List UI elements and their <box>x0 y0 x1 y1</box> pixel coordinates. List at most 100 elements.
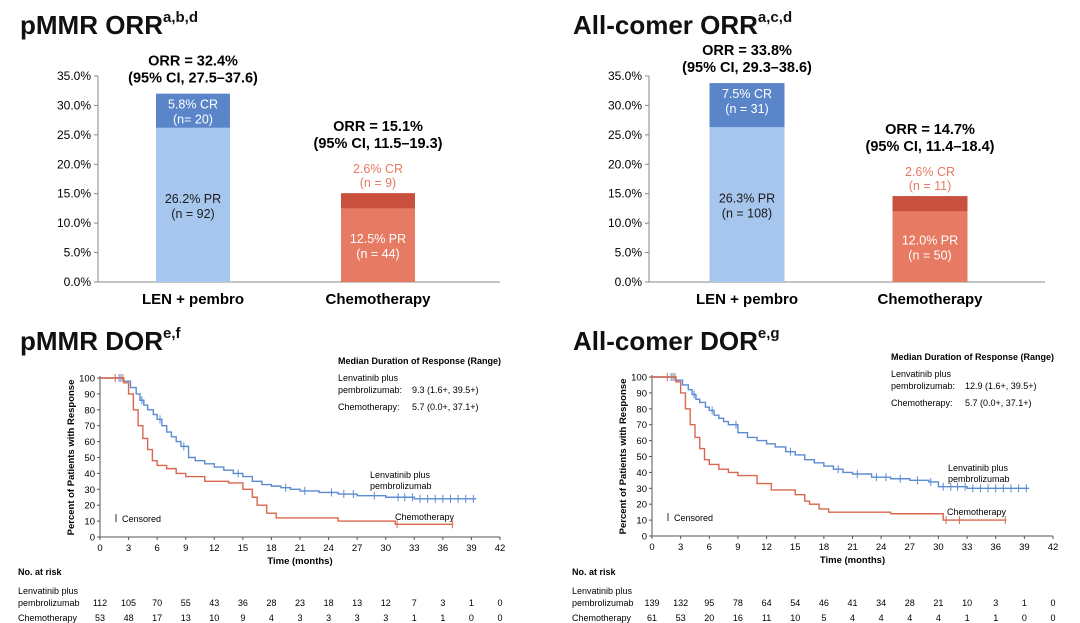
risk-cell: 28 <box>266 598 276 608</box>
x-tick-label: 21 <box>295 543 306 554</box>
y-tick-label: 20 <box>636 500 647 511</box>
risk-cell: 105 <box>121 598 136 608</box>
risk-cell: 4 <box>879 613 884 623</box>
y-tick-label: 20 <box>84 501 95 512</box>
risk-cell: 3 <box>440 598 445 608</box>
x-tick-label: 9 <box>735 542 740 553</box>
risk-cell: 112 <box>93 598 107 608</box>
km-curve-chemotherapy <box>100 377 454 525</box>
pmmr-dor-title-sup: e,f <box>162 325 181 342</box>
y-tick-label: 30.0% <box>57 98 91 112</box>
x-tick-label: 39 <box>466 543 477 554</box>
pmmr-orr-title-text: pMMR ORR <box>20 10 163 40</box>
risk-cell: 1 <box>412 613 417 623</box>
bar-pr-label: 26.3% PR <box>719 192 775 206</box>
x-tick-label: 27 <box>352 543 363 554</box>
curve-label-len-2: pembrolizumab <box>948 474 1010 484</box>
bar-pr-label: 12.5% PR <box>350 232 406 246</box>
x-tick-label: 30 <box>933 542 944 553</box>
y-tick-label: 25.0% <box>57 128 91 142</box>
y-tick-label: 0.0% <box>64 275 92 289</box>
allcomer-orr-title-sup: a,c,d <box>757 9 793 26</box>
bar-pr-label: 12.0% PR <box>902 234 958 248</box>
curve-label-len-1: Lenvatinib plus <box>370 470 431 480</box>
risk-cell: 43 <box>209 598 219 608</box>
x-tick-label: 33 <box>409 543 420 554</box>
risk-cell: 28 <box>905 598 915 608</box>
bar-cr-segment <box>709 83 785 128</box>
legend-chemo-name: Chemotherapy: <box>891 398 953 408</box>
x-tick-label: 18 <box>819 542 830 553</box>
risk-cell: 1 <box>1022 598 1027 608</box>
y-tick-label: 0.0% <box>615 275 643 289</box>
y-tick-label: 5.0% <box>64 246 92 260</box>
risk-cell: 10 <box>962 598 972 608</box>
x-tick-label: 6 <box>154 543 159 554</box>
x-tick-label: 12 <box>209 543 220 554</box>
y-tick-label: 5.0% <box>615 246 643 260</box>
risk-row-label-1: Lenvatinib plus <box>572 586 633 596</box>
risk-cell: 13 <box>352 598 362 608</box>
bar-ci-label: (95% CI, 27.5–37.6) <box>128 71 258 87</box>
risk-cell: 5 <box>821 613 826 623</box>
risk-row-label-1: Lenvatinib plus <box>18 586 79 596</box>
risk-cell: 53 <box>95 613 105 623</box>
legend-len-value: 9.3 (1.6+, 39.5+) <box>412 385 479 395</box>
x-tick-label: 3 <box>126 543 131 554</box>
risk-cell: 61 <box>647 613 657 623</box>
bar-pr-n-label: (n = 50) <box>908 249 951 263</box>
curve-label-len-1: Lenvatinib plus <box>948 463 1009 473</box>
risk-cell: 10 <box>209 613 219 623</box>
legend-len-name-1: Lenvatinib plus <box>891 369 952 379</box>
y-tick-label: 60 <box>636 436 647 447</box>
x-tick-label: 3 <box>678 542 683 553</box>
bar-ci-label: (95% CI, 11.5–19.3) <box>314 136 443 152</box>
risk-cell: 41 <box>847 598 857 608</box>
bar-cr-n-label: (n = 31) <box>725 102 768 116</box>
risk-cell: 3 <box>355 613 360 623</box>
bar-cr-label: 2.6% CR <box>353 162 403 176</box>
legend-len-value: 12.9 (1.6+, 39.5+) <box>965 381 1037 391</box>
y-tick-label: 70 <box>636 420 647 431</box>
km-curve-lenvatinib <box>100 377 477 500</box>
risk-cell: 78 <box>733 598 743 608</box>
bar-cr-label: 2.6% CR <box>905 165 955 179</box>
risk-cell: 0 <box>497 598 502 608</box>
legend-len-name-1: Lenvatinib plus <box>338 373 399 383</box>
x-category-label: LEN + pembro <box>696 291 798 308</box>
risk-cell: 12 <box>381 598 391 608</box>
censored-key-label: Censored <box>674 513 713 523</box>
x-tick-label: 6 <box>707 542 712 553</box>
risk-cell: 36 <box>238 598 248 608</box>
risk-cell: 20 <box>704 613 714 623</box>
pmmr-dor-title: pMMR DORe,f <box>20 325 181 357</box>
risk-row-label-1: Chemotherapy <box>18 613 78 623</box>
risk-cell: 7 <box>412 598 417 608</box>
x-tick-label: 15 <box>790 542 801 553</box>
pmmr-orr-chart: 0.0% 5.0% 10.0% 15.0% 20.0% 25.0% 30.0% 35.0% 26… <box>57 54 500 308</box>
risk-cell: 0 <box>497 613 502 623</box>
y-tick-label: 60 <box>84 437 95 448</box>
legend-chemo-name: Chemotherapy: <box>338 402 400 412</box>
risk-row-label-1: Chemotherapy <box>572 613 632 623</box>
bar-cr-segment <box>156 93 230 128</box>
risk-cell: 3 <box>383 613 388 623</box>
y-tick-label: 90 <box>636 388 647 399</box>
risk-cell: 23 <box>295 598 305 608</box>
risk-cell: 4 <box>269 613 274 623</box>
bar-cr-segment <box>341 193 415 209</box>
allcomer-dor-title: All-comer DORe,g <box>573 325 780 357</box>
risk-cell: 34 <box>876 598 886 608</box>
bar-pr-n-label: (n = 44) <box>356 247 399 261</box>
risk-cell: 0 <box>1050 613 1055 623</box>
bar-pr-segment <box>709 127 785 282</box>
risk-cell: 64 <box>762 598 772 608</box>
y-tick-label: 15.0% <box>57 187 91 201</box>
risk-cell: 139 <box>644 598 659 608</box>
risk-cell: 10 <box>790 613 800 623</box>
censored-key-label: Censored <box>122 514 161 524</box>
legend-len-name-2: pembrolizumab: <box>338 385 402 395</box>
risk-cell: 132 <box>673 598 688 608</box>
legend-header: Median Duration of Response (Range) <box>338 356 501 366</box>
